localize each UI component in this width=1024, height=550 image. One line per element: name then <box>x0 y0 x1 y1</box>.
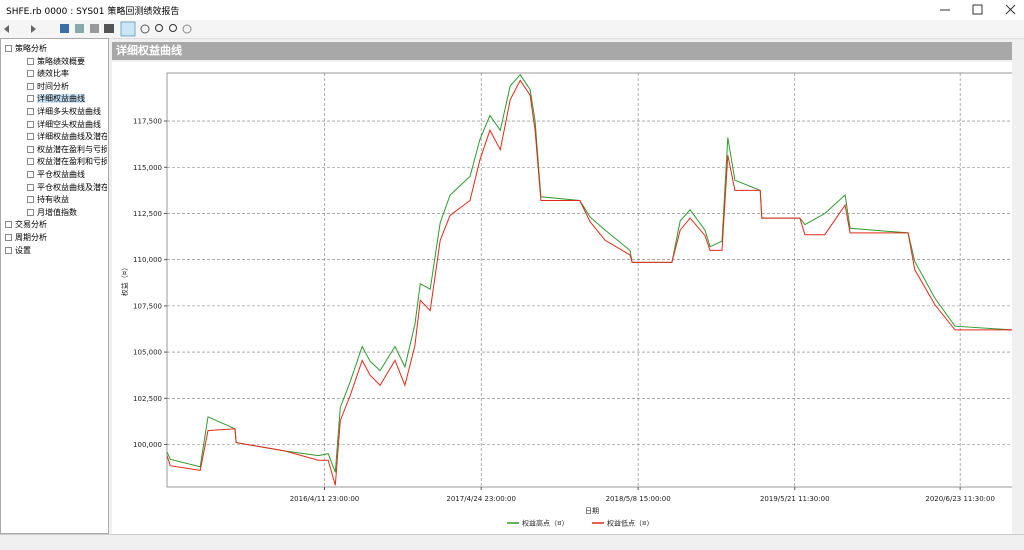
window-title: SHFE.rb 0000 : SYS01 策略回测绩效报告 <box>6 7 180 17</box>
window-controls <box>940 4 1016 15</box>
tree-label: 设置 <box>15 245 31 255</box>
y-tick-label: 110,000 <box>133 256 162 264</box>
tree-item[interactable]: 设置 <box>5 244 107 257</box>
tree-item[interactable]: 策略绩效概要 <box>27 55 107 68</box>
tree-label: 绩效比率 <box>37 69 69 79</box>
panel-header: 详细权益曲线 <box>112 42 1012 60</box>
tree-label: 交易分析 <box>15 220 47 230</box>
tree-label: 周期分析 <box>15 233 47 242</box>
tree-label: 详细权益曲线及潜在 <box>37 132 107 142</box>
y-tick-label: 107,500 <box>133 302 162 310</box>
tree-icon <box>5 234 12 241</box>
tree-icon <box>5 246 12 254</box>
tree-icon <box>27 108 34 115</box>
tree-label: 平仓权益曲线 <box>37 170 85 179</box>
legend-label: 权益低点（¤） <box>607 519 653 528</box>
tree-item[interactable]: 平仓权益曲线及潜在 <box>27 181 107 194</box>
tree-icon <box>27 158 34 166</box>
y-tick-label: 112,500 <box>133 210 162 218</box>
back-button[interactable] <box>4 25 9 33</box>
tree-label: 时间分析 <box>37 81 69 91</box>
tree-icon <box>27 171 34 178</box>
tree-item[interactable]: 详细多头权益曲线 <box>27 105 107 118</box>
plot-area <box>166 72 1012 488</box>
tree-icon <box>27 133 34 141</box>
tree-item[interactable]: 权益潜在盈利和亏损 <box>27 155 107 168</box>
maximize-button[interactable] <box>972 4 983 15</box>
x-tick-label: 2017/4/24 23:00:00 <box>446 495 516 503</box>
tree-item[interactable]: 持有收益 <box>27 193 107 206</box>
tree-icon <box>27 196 34 204</box>
tree-item[interactable]: 详细空头权益曲线 <box>27 118 107 131</box>
reset-tool[interactable] <box>182 24 192 34</box>
y-tick-label: 115,000 <box>133 164 162 172</box>
navigation-tree: 策略分析策略绩效概要 绩效比率时间分析详细权益曲线详细多头权益曲线 详细空头权益曲线… <box>0 38 109 534</box>
select-tool[interactable] <box>120 21 136 37</box>
tree-item[interactable]: 绩效比率 <box>27 67 107 80</box>
tree-label: 平仓权益曲线及潜在 <box>37 182 107 192</box>
title-bar: SHFE.rb 0000 : SYS01 策略回测绩效报告 <box>0 0 1024 20</box>
tree-icon <box>27 183 34 191</box>
close-button[interactable] <box>1005 4 1016 15</box>
tree-item[interactable]: 策略分析 <box>5 42 107 55</box>
x-tick-label: 2016/4/11 23:00:00 <box>290 495 360 503</box>
y-axis-label: 权益（¤） <box>120 264 129 296</box>
zoom-in-tool[interactable] <box>155 24 163 32</box>
y-tick-label: 100,000 <box>133 441 162 449</box>
tree-item[interactable]: 月增值指数 <box>27 206 107 219</box>
tree-icon <box>27 70 34 78</box>
toolbar-icons <box>4 21 192 37</box>
x-tick-label: 2020/6/23 11:30:00 <box>925 495 995 503</box>
toolbar <box>0 20 1024 39</box>
tree-icon <box>27 145 34 153</box>
tree-item[interactable]: 交易分析 <box>5 218 107 231</box>
tree-label: 持有收益 <box>37 195 69 205</box>
status-bar <box>0 534 1024 550</box>
series-line <box>166 79 1012 486</box>
tree-icon <box>27 208 34 216</box>
chart: 100,000 102,500 105,000 107,500 110,000 112,5… <box>112 62 1012 534</box>
view-button[interactable] <box>104 24 114 33</box>
x-tick-label: 2018/5/8 15:00:00 <box>606 495 671 503</box>
zoom-out-tool[interactable] <box>169 24 177 32</box>
y-tick-label: 105,000 <box>133 349 162 357</box>
save-button[interactable] <box>60 24 69 33</box>
y-tick-label: 117,500 <box>133 118 162 126</box>
tree-icon <box>5 45 12 52</box>
tree-label: 权益潜在盈利与亏损 <box>37 144 107 154</box>
tree-label: 详细权益曲线 <box>37 94 85 104</box>
tree-item[interactable]: 详细权益曲线及潜在 <box>27 130 107 143</box>
tree-icon <box>27 120 34 128</box>
tree-item[interactable]: 平仓权益曲线 <box>27 168 107 181</box>
tree-item[interactable]: 详细权益曲线 <box>27 92 107 105</box>
x-tick-label: 2019/5/21 11:30:00 <box>760 495 830 503</box>
tree-label: 策略分析 <box>15 44 47 53</box>
export-button[interactable] <box>75 24 84 33</box>
y-tick-label: 102,500 <box>133 395 162 403</box>
forward-button[interactable] <box>31 25 36 33</box>
tree-label: 详细多头权益曲线 <box>37 107 101 116</box>
tree-item[interactable]: 周期分析 <box>5 231 107 244</box>
legend-label: 权益高点（¤） <box>522 519 568 528</box>
tree-icon <box>27 95 34 103</box>
tree-label: 详细空头权益曲线 <box>37 119 101 129</box>
tree-icon <box>27 82 34 90</box>
pan-tool[interactable] <box>140 24 150 34</box>
x-axis-label: 日期 <box>585 507 599 515</box>
print-button[interactable] <box>90 24 99 33</box>
tree-label: 月增值指数 <box>37 207 77 217</box>
chart-background <box>112 62 1012 534</box>
tree-item[interactable]: 权益潜在盈利与亏损 <box>27 143 107 156</box>
tree-icon <box>5 221 12 229</box>
tree-label: 策略绩效概要 <box>37 56 85 66</box>
tree-item[interactable]: 时间分析 <box>27 80 107 93</box>
tree-icon <box>27 57 34 65</box>
tree-label: 权益潜在盈利和亏损 <box>37 157 107 167</box>
